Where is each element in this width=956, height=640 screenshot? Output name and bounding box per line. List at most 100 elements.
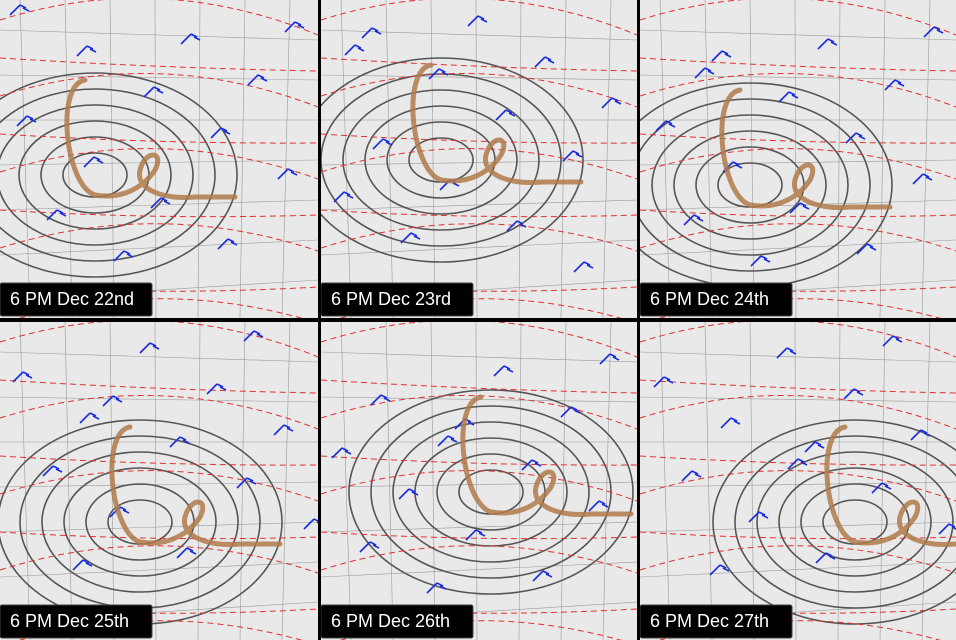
wind-barb	[79, 412, 100, 424]
wind-barb	[601, 97, 622, 109]
state-border	[19, 322, 31, 640]
height-contour	[0, 104, 194, 246]
state-border	[197, 322, 201, 640]
wind-barb	[206, 383, 227, 395]
state-border	[64, 322, 73, 640]
state-border	[385, 0, 394, 318]
height-contour	[18, 120, 172, 230]
height-contour	[348, 389, 634, 595]
height-contour	[0, 72, 238, 278]
wind-barb	[532, 570, 553, 582]
panel-label: 6 PM Dec 27th	[650, 611, 769, 631]
wind-barb	[210, 127, 231, 139]
temperature-contour	[321, 209, 637, 218]
temperature-contour	[640, 57, 956, 72]
state-border	[430, 0, 436, 318]
wind-barb	[882, 335, 903, 347]
map-panel: 6 PM Dec 23rd	[321, 0, 637, 318]
wind-barb	[437, 435, 458, 447]
height-contour	[342, 89, 540, 231]
height-contour	[63, 467, 217, 577]
state-border	[794, 322, 797, 640]
height-contour	[651, 114, 849, 256]
state-border	[879, 0, 886, 318]
wind-barb	[359, 541, 380, 553]
wind-barb	[426, 582, 447, 594]
wind-barb	[372, 138, 393, 150]
temperature-contour	[0, 223, 318, 252]
state-border	[659, 322, 671, 640]
label-box	[321, 282, 474, 317]
map-background	[321, 0, 637, 318]
temperature-contour	[0, 148, 318, 180]
wind-barb	[180, 33, 201, 45]
wind-barb	[815, 552, 836, 564]
state-border	[602, 0, 612, 318]
state-border	[239, 0, 246, 318]
state-border	[475, 322, 478, 640]
wind-barb	[284, 21, 305, 33]
state-border	[921, 0, 931, 318]
wind-barb	[400, 232, 421, 244]
state-border	[239, 322, 246, 640]
temperature-contour	[321, 133, 637, 144]
state-border	[640, 521, 956, 533]
temperature-contour	[640, 379, 956, 394]
label-box	[0, 282, 153, 317]
state-border	[109, 0, 115, 318]
temperature-contour	[0, 57, 318, 72]
state-border	[560, 322, 567, 640]
state-border	[64, 0, 73, 318]
wind-barb	[46, 209, 67, 221]
state-border	[879, 322, 886, 640]
wind-barb	[683, 214, 704, 226]
height-contour	[734, 435, 956, 609]
state-border	[0, 521, 318, 533]
height-contour	[673, 130, 827, 240]
temperature-contour	[321, 322, 637, 358]
height-contour	[41, 451, 239, 593]
wind-barb	[711, 50, 732, 62]
wind-barb	[709, 564, 730, 576]
temperature-contour	[321, 545, 637, 574]
wind-barb	[465, 529, 486, 541]
temperature-contour	[321, 379, 637, 394]
temperature-contour	[0, 395, 318, 430]
wind-barb	[139, 342, 160, 354]
state-border	[321, 351, 637, 363]
state-border	[154, 322, 157, 640]
wind-barb	[912, 173, 933, 185]
temperature-contour	[0, 379, 318, 394]
state-border	[749, 0, 755, 318]
panel-label: 6 PM Dec 23rd	[331, 289, 451, 309]
state-border	[837, 322, 841, 640]
wind-barb	[113, 250, 134, 262]
wind-barb	[150, 197, 171, 209]
temperature-contour	[640, 133, 956, 144]
state-border	[640, 396, 956, 403]
temperature-contour	[321, 73, 637, 108]
state-border	[921, 322, 931, 640]
state-border	[0, 481, 318, 488]
state-border	[321, 29, 637, 41]
state-border	[518, 0, 522, 318]
state-border	[640, 159, 956, 166]
wind-barb	[398, 488, 419, 500]
temperature-contour	[640, 73, 956, 108]
wind-barb	[428, 68, 449, 80]
state-border	[475, 0, 478, 318]
wind-barb	[843, 388, 864, 400]
scribble	[64, 77, 238, 201]
wind-barb	[534, 56, 555, 68]
height-contour	[640, 98, 871, 272]
state-border	[749, 322, 755, 640]
wind-barb	[804, 441, 825, 453]
state-border	[430, 322, 436, 640]
wind-barb	[176, 547, 197, 559]
state-border	[281, 322, 291, 640]
state-border	[340, 0, 352, 318]
state-border	[0, 561, 318, 578]
map-panel: 6 PM Dec 22nd	[0, 0, 318, 318]
wind-barb	[789, 202, 810, 214]
wind-barb	[72, 559, 93, 571]
